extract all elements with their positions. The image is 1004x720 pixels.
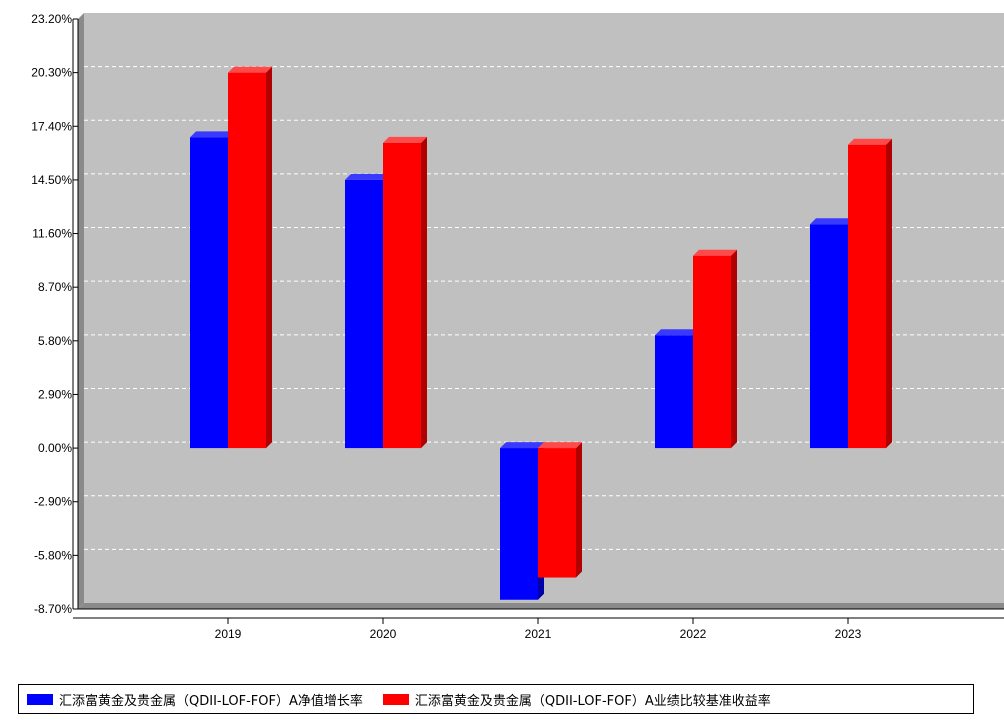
bar-2020-series-0 bbox=[345, 179, 383, 449]
bar-top bbox=[383, 136, 427, 143]
bar-2020-series-1 bbox=[383, 142, 421, 449]
y-tick-label: 14.50% bbox=[31, 173, 72, 187]
y-tick-label: 8.70% bbox=[38, 280, 72, 294]
bar-2021-series-0 bbox=[500, 448, 538, 600]
x-tick-label: 2021 bbox=[525, 627, 552, 641]
legend-item-benchmark: 汇添富黄金及贵金属（QDII-LOF-FOF）A业绩比较基准收益率 bbox=[382, 690, 771, 709]
chart-legend: 汇添富黄金及贵金属（QDII-LOF-FOF）A净值增长率 汇添富黄金及贵金属（… bbox=[18, 684, 974, 714]
bar-2019-series-1 bbox=[228, 72, 266, 449]
y-tick-label: 5.80% bbox=[38, 334, 72, 348]
x-tick-label: 2019 bbox=[215, 627, 242, 641]
bar-top bbox=[693, 249, 737, 256]
bar-2021-series-1 bbox=[538, 448, 576, 578]
bar-top bbox=[190, 131, 234, 138]
bar-2023-series-1 bbox=[848, 144, 886, 449]
y-tick-label: 20.30% bbox=[31, 66, 72, 80]
y-tick-label: 17.40% bbox=[31, 119, 72, 133]
legend-swatch-red bbox=[382, 693, 409, 705]
bar-2022-series-0 bbox=[655, 335, 693, 449]
bar-top bbox=[655, 329, 699, 336]
floor bbox=[78, 603, 1004, 609]
bar-2022-series-1 bbox=[693, 255, 731, 449]
y-tick-label: 0.00% bbox=[38, 441, 72, 455]
bar-side bbox=[421, 136, 427, 449]
bar-top bbox=[848, 138, 892, 145]
y-tick-label: -2.90% bbox=[34, 495, 72, 509]
legend-item-nav-growth: 汇添富黄金及贵金属（QDII-LOF-FOF）A净值增长率 bbox=[27, 690, 363, 709]
x-tick-label: 2023 bbox=[835, 627, 862, 641]
bar-2023-series-0 bbox=[810, 224, 848, 449]
y-tick-label: 23.20% bbox=[31, 12, 72, 26]
left-wall bbox=[78, 13, 84, 609]
y-tick-label: 2.90% bbox=[38, 387, 72, 401]
bar-top bbox=[810, 218, 854, 225]
legend-label: 汇添富黄金及贵金属（QDII-LOF-FOF）A业绩比较基准收益率 bbox=[414, 693, 771, 709]
bar-side bbox=[731, 249, 737, 449]
legend-label: 汇添富黄金及贵金属（QDII-LOF-FOF）A净值增长率 bbox=[59, 693, 363, 709]
x-tick-label: 2020 bbox=[370, 627, 397, 641]
bar-top bbox=[345, 173, 389, 180]
bar-side bbox=[886, 138, 892, 449]
bar-side bbox=[266, 66, 272, 449]
bar-chart: 23.20% 20.30% 17.40% 14.50% 11.60% 8.70% 5.80%… bbox=[31, 12, 1004, 641]
bar-2019-series-0 bbox=[190, 137, 228, 449]
legend-swatch-blue bbox=[27, 693, 53, 705]
bar-top bbox=[500, 442, 544, 449]
bar-top bbox=[538, 442, 582, 449]
y-tick-label: -5.80% bbox=[34, 548, 72, 562]
y-tick-label: -8.70% bbox=[34, 602, 72, 616]
bar-top bbox=[228, 66, 272, 73]
x-tick-label: 2022 bbox=[680, 627, 707, 641]
bar-side bbox=[576, 442, 582, 578]
y-tick-label: 11.60% bbox=[32, 227, 72, 241]
